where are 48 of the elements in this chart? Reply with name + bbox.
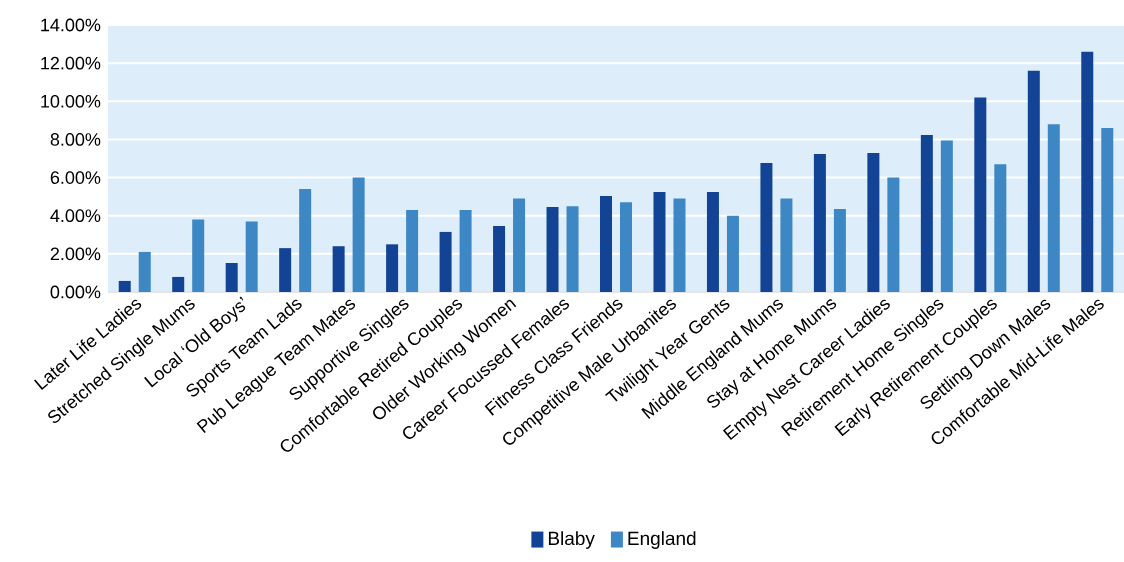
bar — [726, 215, 739, 292]
bar — [620, 202, 632, 292]
y-tick-label: 4.00% — [50, 209, 101, 223]
y-tick-label: 2.00% — [50, 247, 101, 261]
bar — [833, 209, 846, 292]
bar — [920, 135, 933, 292]
bar — [566, 206, 579, 292]
bar — [673, 198, 686, 292]
bar — [867, 152, 880, 292]
bar — [406, 209, 419, 292]
bar — [299, 189, 312, 292]
bar — [245, 221, 258, 292]
bar — [459, 209, 472, 292]
bar — [439, 231, 452, 292]
bar — [1027, 70, 1040, 292]
bar — [940, 140, 953, 292]
bar — [352, 177, 365, 292]
y-tick-label: 6.00% — [50, 171, 101, 184]
bar — [653, 192, 666, 292]
bar — [192, 219, 205, 292]
bar — [279, 248, 292, 292]
bar — [974, 97, 987, 292]
bar — [138, 251, 151, 292]
legend-label: England — [628, 531, 696, 549]
bar — [887, 177, 900, 292]
bar — [493, 226, 506, 292]
y-tick-label: 0.00% — [50, 285, 101, 299]
bar — [386, 244, 399, 292]
bar — [546, 206, 559, 292]
bar — [1101, 127, 1114, 292]
bar — [1081, 51, 1094, 292]
bar — [780, 198, 793, 292]
legend-label: Blaby — [548, 531, 595, 549]
bar — [118, 280, 131, 292]
bar — [813, 153, 826, 292]
y-tick-label: 12.00% — [41, 56, 101, 70]
bar — [600, 196, 613, 292]
bar — [1047, 124, 1060, 292]
bar — [172, 276, 185, 292]
y-tick-label: 8.00% — [50, 133, 101, 146]
bar — [994, 164, 1007, 292]
bar — [706, 192, 719, 292]
y-tick-label: 10.00% — [41, 94, 101, 108]
y-tick-label: 14.00% — [41, 18, 101, 32]
bar — [513, 198, 526, 292]
bar — [760, 163, 773, 292]
bar — [225, 263, 238, 292]
bar — [332, 246, 345, 292]
